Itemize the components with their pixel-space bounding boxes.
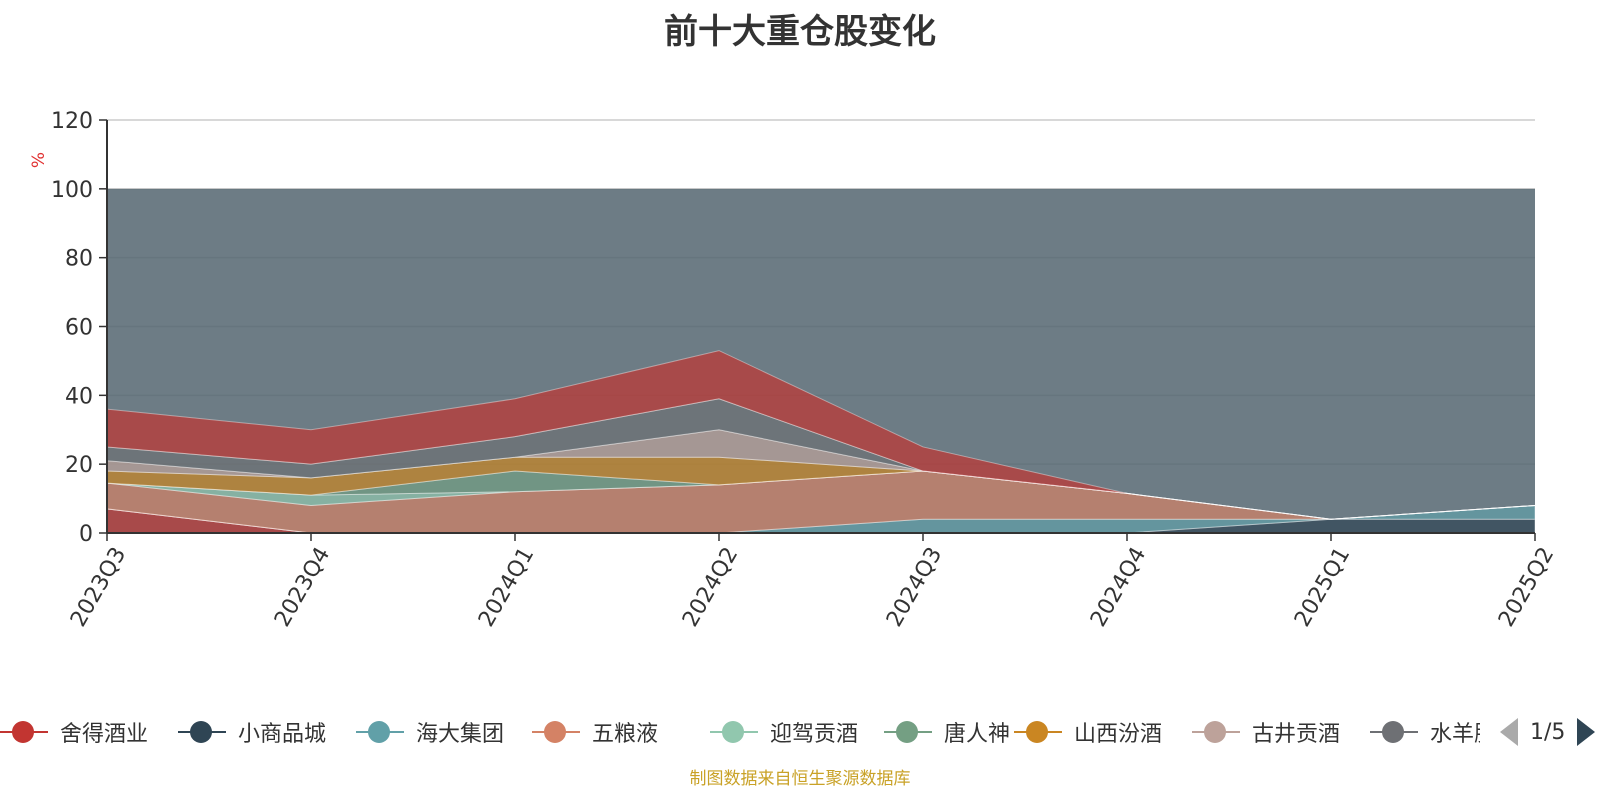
- x-tick-label: 2023Q3: [66, 543, 131, 631]
- source-note: 制图数据来自恒生聚源数据库: [689, 769, 911, 789]
- legend-item[interactable]: 山西汾酒: [1014, 712, 1162, 752]
- pager-prev-icon[interactable]: [1500, 718, 1518, 746]
- y-axis-unit: %: [29, 152, 49, 168]
- legend: 舍得酒业 小商品城 海大集团 五粮液 迎驾贡酒 唐人神 山西汾酒 古井贡酒 水羊股份 1/5: [0, 712, 1600, 752]
- legend-marker-icon: [1370, 712, 1418, 752]
- stacked-area-chart: 0 20 40 60 80 100 120 2023Q3 2023Q4 2024Q1 2024Q2 2…: [29, 109, 1559, 631]
- legend-marker-icon: [710, 712, 758, 752]
- legend-marker-icon: [1014, 712, 1062, 752]
- legend-label: 小商品城: [238, 722, 327, 747]
- legend-marker-icon: [356, 712, 404, 752]
- pager-text: 1/5: [1530, 719, 1566, 745]
- legend-items: 舍得酒业 小商品城 海大集团 五粮液 迎驾贡酒 唐人神 山西汾酒 古井贡酒 水羊股份: [0, 712, 1480, 752]
- chart-title: 前十大重仓股变化: [664, 12, 936, 52]
- legend-marker-icon: [532, 712, 580, 752]
- legend-label: 水羊股份: [1430, 722, 1480, 747]
- legend-item[interactable]: 小商品城: [178, 712, 326, 752]
- legend-marker-icon: [884, 712, 932, 752]
- legend-item[interactable]: 五粮液: [532, 712, 658, 752]
- legend-pager: 1/5: [1500, 712, 1596, 752]
- legend-item[interactable]: 海大集团: [356, 712, 504, 752]
- legend-marker-icon: [178, 712, 226, 752]
- legend-item[interactable]: 水羊股份: [1370, 712, 1480, 752]
- x-tick-label: 2025Q2: [1494, 543, 1559, 631]
- y-tick-label: 0: [79, 522, 93, 547]
- pager-next-icon[interactable]: [1577, 718, 1596, 746]
- legend-label: 山西汾酒: [1074, 722, 1163, 747]
- y-tick-label: 20: [65, 453, 93, 478]
- legend-label: 唐人神: [944, 722, 1011, 747]
- y-tick-label: 100: [51, 178, 93, 203]
- x-tick-label: 2025Q1: [1290, 543, 1355, 631]
- x-tick-label: 2024Q3: [882, 543, 947, 631]
- legend-item[interactable]: 古井贡酒: [1192, 712, 1340, 752]
- legend-label: 舍得酒业: [60, 722, 149, 747]
- legend-marker-icon: [1192, 712, 1240, 752]
- y-tick-label: 60: [65, 316, 93, 341]
- legend-label: 古井贡酒: [1252, 722, 1341, 747]
- y-tick-label: 40: [65, 384, 93, 409]
- legend-marker-icon: [0, 712, 48, 752]
- legend-item[interactable]: 唐人神: [884, 712, 1010, 752]
- area-layer: [106, 188, 1536, 534]
- x-tick-label: 2024Q2: [678, 543, 743, 631]
- legend-label: 五粮液: [592, 722, 659, 747]
- legend-label: 海大集团: [416, 722, 505, 747]
- x-tick-label: 2023Q4: [270, 543, 335, 631]
- legend-item[interactable]: 舍得酒业: [0, 712, 148, 752]
- x-tick-label: 2024Q1: [474, 543, 539, 631]
- y-tick-label: 120: [51, 109, 93, 134]
- x-tick-label: 2024Q4: [1086, 543, 1151, 631]
- area-series-9: [106, 350, 1536, 520]
- y-tick-label: 80: [65, 247, 93, 272]
- legend-item[interactable]: 迎驾贡酒: [710, 712, 858, 752]
- legend-label: 迎驾贡酒: [770, 722, 859, 747]
